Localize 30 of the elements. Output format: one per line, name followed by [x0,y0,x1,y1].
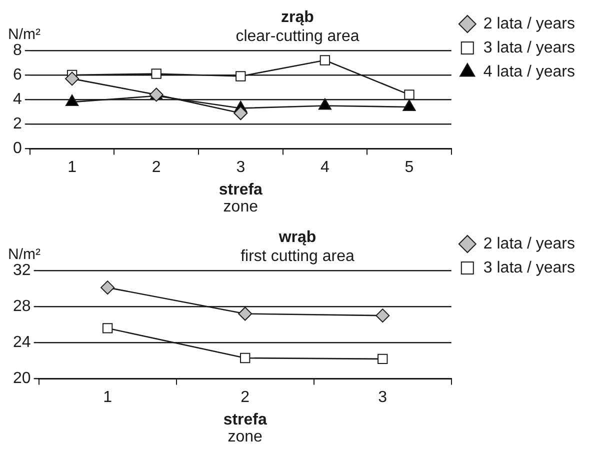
x-axis-title: strefa zone [223,411,267,446]
y-axis-title: N/m² [8,246,40,264]
y-axis-title: N/m² [8,26,40,44]
legend-label: 2 lata / years [483,235,576,252]
legend-label: 4 lata / years [483,63,576,80]
chart-subtitle: first cutting area [240,248,355,266]
chart-title: wrąb [278,229,316,246]
legend-label: 3 lata / years [483,39,576,56]
y-tick-label: 32 [13,262,31,279]
x-tick-label: 1 [68,158,77,176]
legend-label: 3 lata / years [483,259,576,276]
x-tick-label: 4 [320,158,330,176]
x-tick-label: 2 [152,158,161,176]
x-axis-title: strefa zone [218,181,263,216]
x-tick-label: 5 [404,158,414,176]
y-tick-label: 2 [12,116,22,133]
x-tick-label: 1 [103,388,112,406]
x-tick-label: 3 [236,158,246,176]
legend-label: 2 lata / years [483,15,576,32]
y-tick-label: 6 [12,66,22,84]
y-tick-label: 0 [12,140,22,158]
x-tick-label: 2 [240,388,250,406]
y-tick-label: 8 [12,42,22,59]
y-tick-label: 20 [13,370,31,388]
chart-title: zrąb [281,9,314,26]
chart-subtitle: clear-cutting area [236,28,360,46]
y-tick-label: 4 [12,91,22,108]
y-tick-label: 28 [13,298,31,315]
y-tick-label: 24 [13,334,31,352]
x-tick-label: 3 [378,388,388,406]
